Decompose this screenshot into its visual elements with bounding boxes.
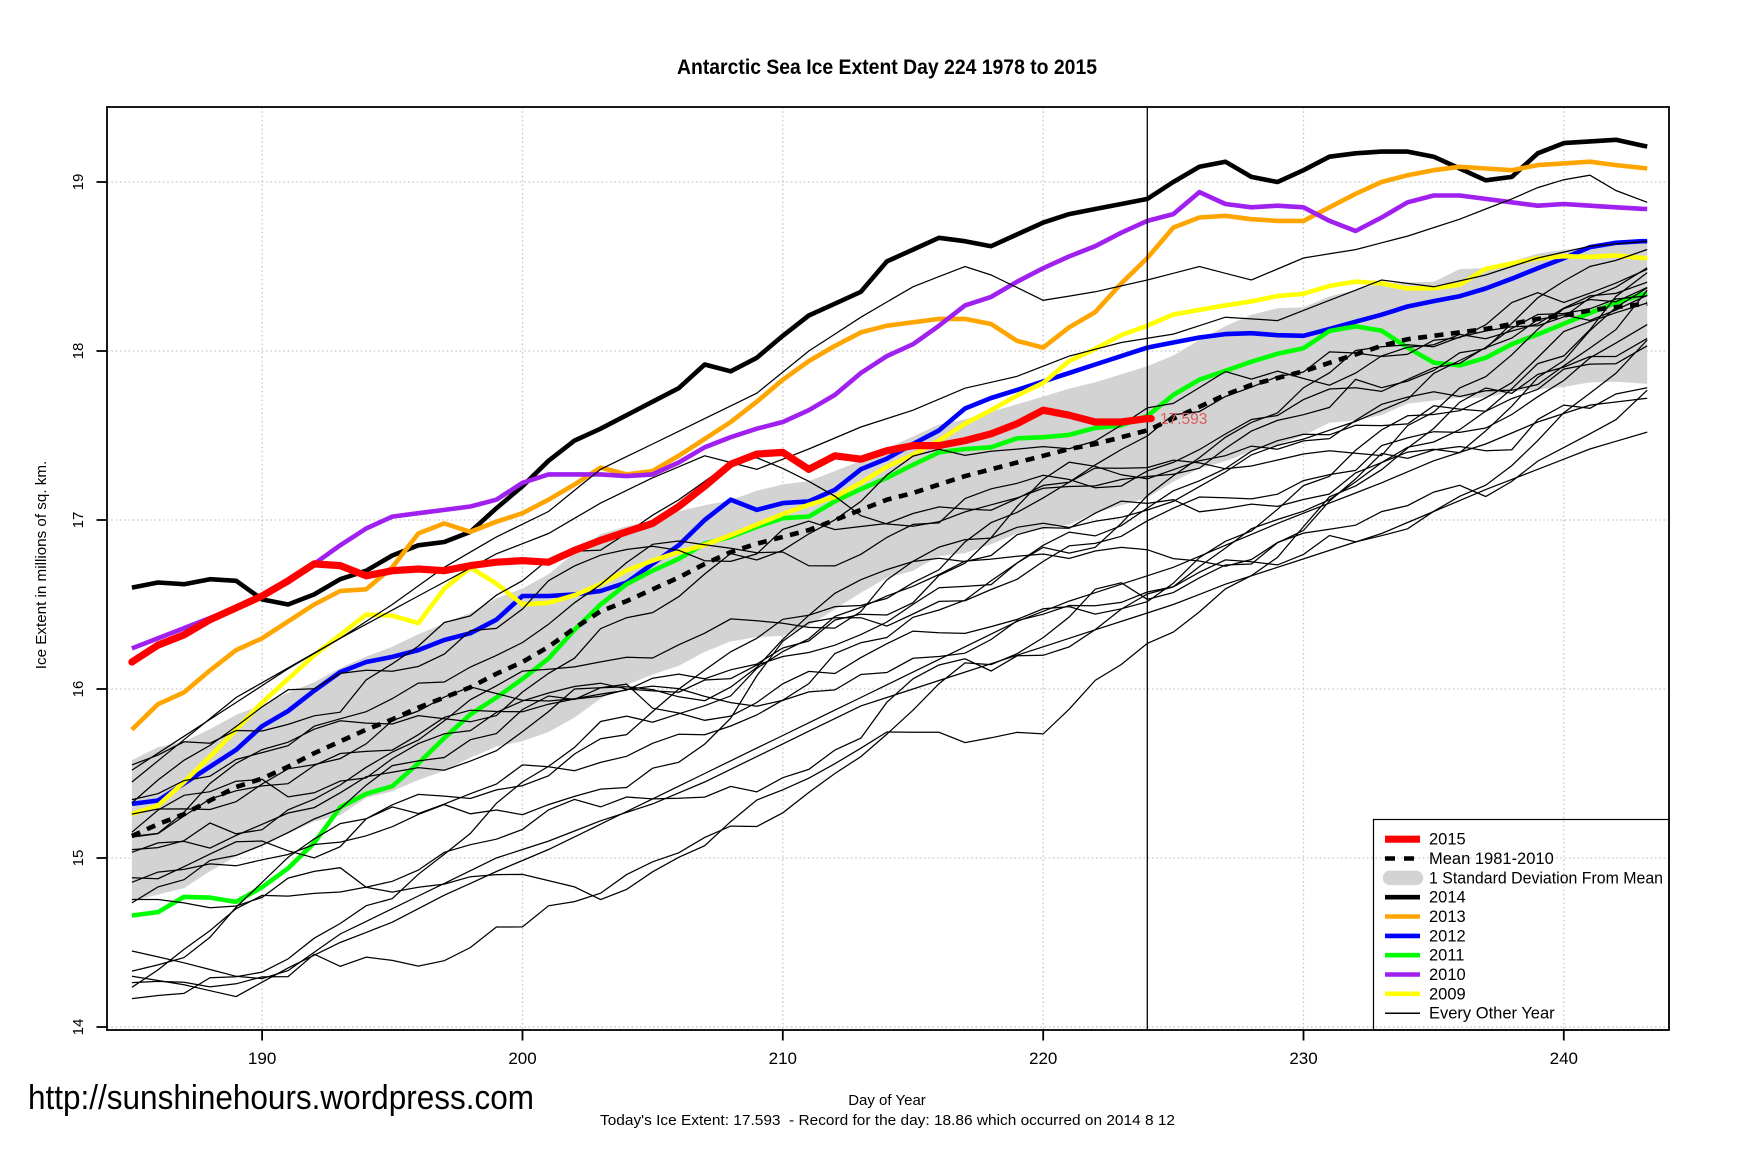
svg-text:Antarctic Sea Ice Extent Day 2: Antarctic Sea Ice Extent Day 224 1978 to…	[677, 55, 1097, 79]
svg-text:200: 200	[508, 1049, 536, 1068]
svg-text:2011: 2011	[1429, 947, 1464, 965]
svg-text:2012: 2012	[1429, 927, 1466, 945]
svg-text:220: 220	[1029, 1049, 1057, 1068]
svg-text:18: 18	[70, 343, 87, 360]
svg-text:2010: 2010	[1429, 966, 1466, 984]
svg-text:19: 19	[70, 174, 87, 191]
svg-text:15: 15	[70, 850, 87, 867]
svg-text:190: 190	[248, 1049, 276, 1068]
svg-text:Day of Year: Day of Year	[848, 1092, 926, 1109]
svg-text:230: 230	[1289, 1049, 1317, 1068]
svg-text:16: 16	[70, 681, 87, 698]
svg-text:http://sunshinehours.wordpress: http://sunshinehours.wordpress.com	[28, 1079, 534, 1117]
svg-text:2013: 2013	[1429, 908, 1466, 926]
svg-text:17.593: 17.593	[1160, 411, 1207, 428]
svg-text:240: 240	[1550, 1049, 1578, 1068]
svg-text:Today's Ice Extent: 17.593 -: Today's Ice Extent: 17.593 - Record for …	[600, 1112, 1175, 1129]
svg-text:14: 14	[70, 1019, 87, 1036]
svg-text:Ice Extent in millions of sq.: Ice Extent in millions of sq. km.	[33, 461, 50, 669]
svg-text:210: 210	[769, 1049, 797, 1068]
svg-text:2009: 2009	[1429, 985, 1466, 1003]
svg-text:2015: 2015	[1429, 831, 1466, 849]
svg-text:Every Other Year: Every Other Year	[1429, 1005, 1555, 1023]
svg-text:2014: 2014	[1429, 889, 1466, 907]
svg-text:Mean 1981-2010: Mean 1981-2010	[1429, 850, 1554, 868]
svg-text:1 Standard Deviation From Mean: 1 Standard Deviation From Mean	[1429, 869, 1663, 887]
svg-text:17: 17	[70, 512, 87, 529]
